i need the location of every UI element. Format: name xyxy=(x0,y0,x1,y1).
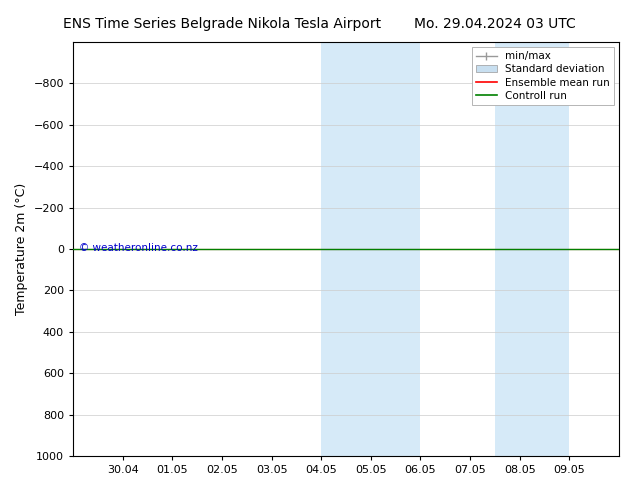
Y-axis label: Temperature 2m (°C): Temperature 2m (°C) xyxy=(15,183,28,315)
Bar xyxy=(321,42,420,456)
Text: Mo. 29.04.2024 03 UTC: Mo. 29.04.2024 03 UTC xyxy=(413,17,576,31)
Bar xyxy=(495,42,569,456)
Text: ENS Time Series Belgrade Nikola Tesla Airport: ENS Time Series Belgrade Nikola Tesla Ai… xyxy=(63,17,381,31)
Text: © weatheronline.co.nz: © weatheronline.co.nz xyxy=(79,243,197,253)
Legend: min/max, Standard deviation, Ensemble mean run, Controll run: min/max, Standard deviation, Ensemble me… xyxy=(472,47,614,105)
